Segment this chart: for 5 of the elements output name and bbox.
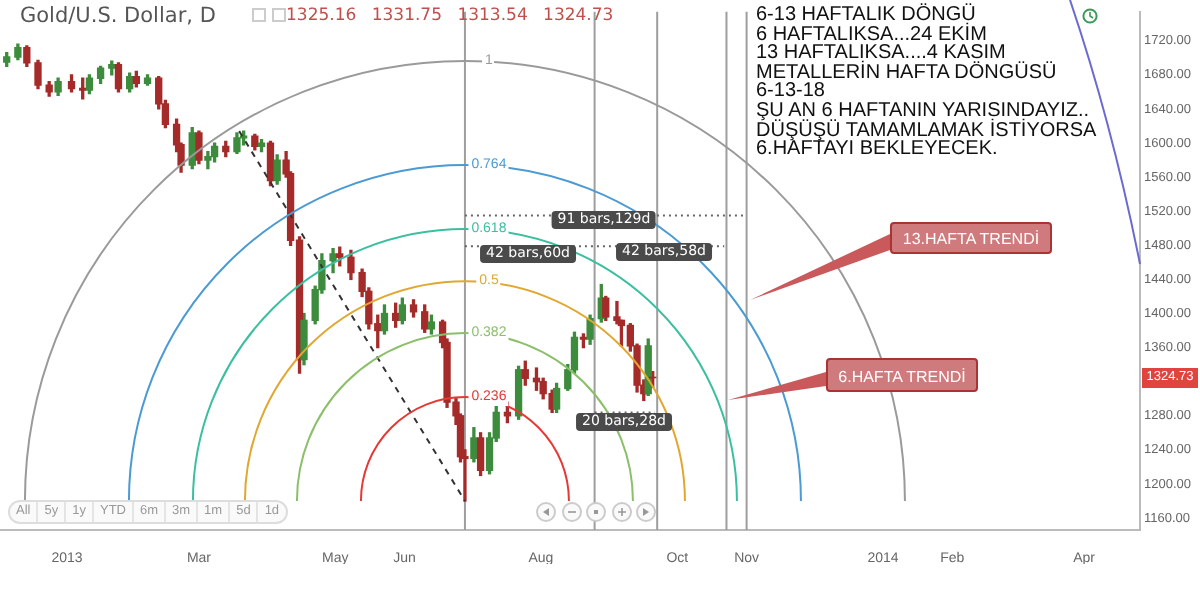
chart-title: Gold/U.S. Dollar, D [20,4,216,28]
annotation: 6.HAFTA TRENDİ [826,358,978,392]
chart-subtitle: 1325.16 1331.75 1313.54 1324.73 [286,6,614,26]
annotation: 13.HAFTA TRENDİ [890,222,1052,254]
annotation: 6-13 HAFTALIK DÖNGÜ 6 HAFTALIKSA...24 EKİM 13 HAFTALIKSA....4 KASIM METALLERİN HAFTA DÖNGÜSÜ 6-13-18 ŞU AN 6 HAFTANIN YARISINDAYIZ.. DÜŞÜŞÜ TAMAMLAMAK İSTİYORSA 6.HAFTAYI BEKLEYECEK. [756,4,1097,161]
